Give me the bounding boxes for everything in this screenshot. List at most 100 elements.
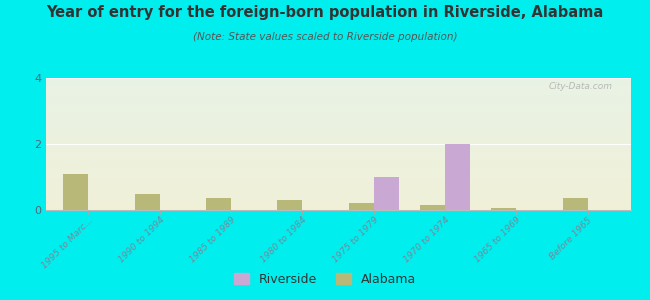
Bar xyxy=(46,137,630,138)
Bar xyxy=(46,118,630,119)
Bar xyxy=(46,192,630,193)
Bar xyxy=(46,133,630,134)
Bar xyxy=(46,85,630,86)
Text: (Note: State values scaled to Riverside population): (Note: State values scaled to Riverside … xyxy=(193,32,457,41)
Bar xyxy=(46,162,630,163)
Bar xyxy=(46,203,630,204)
Bar xyxy=(46,209,630,210)
Bar xyxy=(46,141,630,142)
Bar xyxy=(46,155,630,156)
Bar xyxy=(278,200,302,210)
Bar xyxy=(46,84,630,85)
Bar xyxy=(46,181,630,182)
Bar xyxy=(46,144,630,145)
Bar xyxy=(46,102,630,103)
Bar xyxy=(46,151,630,152)
Bar xyxy=(46,159,630,160)
Bar xyxy=(46,158,630,159)
Bar xyxy=(374,177,398,210)
Bar xyxy=(46,110,630,111)
Bar xyxy=(46,196,630,197)
Bar xyxy=(46,199,630,200)
Bar xyxy=(46,152,630,153)
Text: City-Data.com: City-Data.com xyxy=(549,82,613,91)
Bar xyxy=(46,114,630,115)
Bar xyxy=(206,199,231,210)
Bar xyxy=(46,124,630,125)
Bar xyxy=(46,172,630,173)
Bar xyxy=(46,83,630,84)
Bar xyxy=(46,94,630,95)
Bar xyxy=(46,204,630,205)
Bar xyxy=(46,119,630,120)
Bar xyxy=(46,90,630,91)
Bar xyxy=(46,129,630,130)
Bar xyxy=(46,149,630,150)
Bar xyxy=(46,116,630,117)
Bar xyxy=(46,206,630,207)
Bar xyxy=(46,176,630,177)
Bar xyxy=(46,142,630,143)
Bar xyxy=(46,167,630,168)
Bar xyxy=(46,101,630,102)
Bar xyxy=(46,82,630,83)
Bar xyxy=(46,174,630,175)
Bar xyxy=(563,199,588,210)
Bar xyxy=(46,87,630,88)
Bar xyxy=(46,106,630,107)
Bar xyxy=(46,190,630,191)
Bar xyxy=(46,188,630,189)
Bar xyxy=(46,122,630,123)
Bar xyxy=(46,191,630,192)
Bar xyxy=(46,164,630,165)
Bar xyxy=(46,108,630,109)
Bar xyxy=(135,194,160,210)
Bar xyxy=(46,157,630,158)
Bar xyxy=(46,169,630,170)
Bar xyxy=(46,177,630,178)
Bar xyxy=(46,105,630,106)
Bar xyxy=(46,95,630,96)
Bar xyxy=(46,187,630,188)
Bar xyxy=(46,173,630,174)
Bar xyxy=(46,140,630,141)
Bar xyxy=(46,197,630,198)
Bar xyxy=(46,161,630,162)
Bar xyxy=(46,93,630,94)
Bar xyxy=(46,112,630,113)
Bar xyxy=(46,88,630,89)
Bar xyxy=(46,97,630,98)
Bar xyxy=(46,170,630,171)
Bar xyxy=(46,98,630,99)
Bar xyxy=(46,179,630,180)
Bar xyxy=(46,104,630,105)
Bar xyxy=(46,202,630,203)
Bar xyxy=(46,100,630,101)
Text: Year of entry for the foreign-born population in Riverside, Alabama: Year of entry for the foreign-born popul… xyxy=(46,4,604,20)
Bar xyxy=(46,113,630,114)
Bar xyxy=(46,156,630,157)
Bar xyxy=(46,195,630,196)
Bar xyxy=(420,205,445,210)
Bar xyxy=(46,146,630,147)
Bar xyxy=(46,178,630,179)
Bar xyxy=(46,147,630,148)
Bar xyxy=(46,81,630,82)
Bar xyxy=(46,115,630,116)
Bar xyxy=(46,125,630,126)
Bar xyxy=(46,180,630,181)
Bar xyxy=(46,80,630,81)
Bar xyxy=(46,131,630,132)
Bar xyxy=(46,207,630,208)
Bar xyxy=(46,200,630,201)
Bar xyxy=(46,89,630,90)
Bar xyxy=(46,182,630,183)
Bar xyxy=(46,128,630,129)
Bar xyxy=(46,150,630,151)
Bar xyxy=(46,96,630,97)
Bar xyxy=(46,189,630,190)
Bar xyxy=(46,145,630,146)
Bar xyxy=(46,168,630,169)
Bar xyxy=(46,86,630,87)
Bar xyxy=(46,160,630,161)
